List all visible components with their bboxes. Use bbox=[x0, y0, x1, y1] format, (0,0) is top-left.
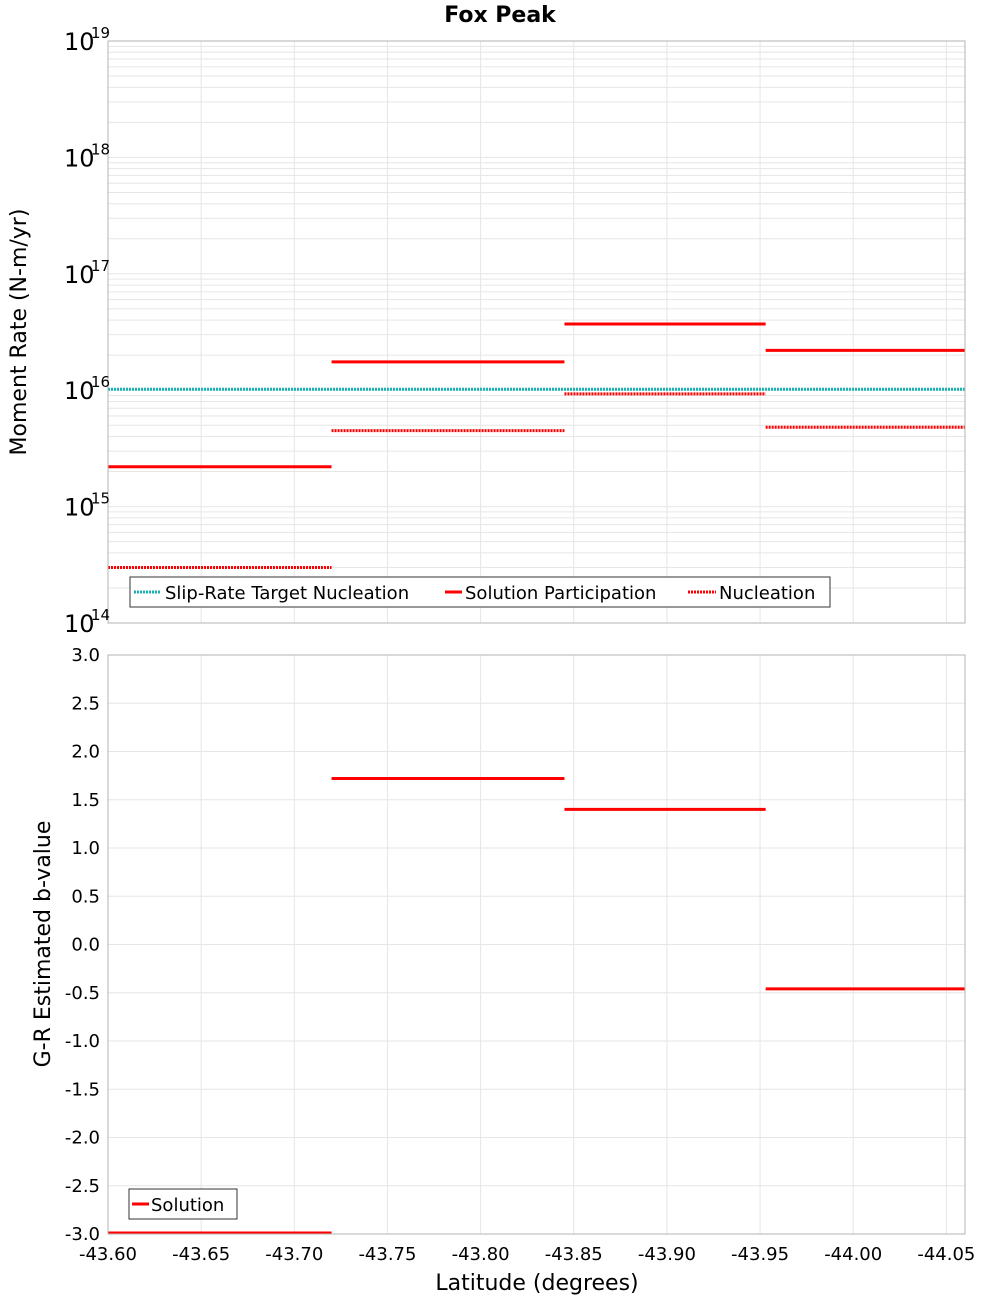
bottom-y-tick-label: 2.5 bbox=[71, 693, 100, 714]
bottom-y-tick-label: -3.0 bbox=[65, 1224, 100, 1245]
top-y-tick-exponent: 17 bbox=[91, 257, 110, 275]
top-y-tick-label: 10 bbox=[64, 144, 95, 172]
bottom-y-tick-label: -2.5 bbox=[65, 1176, 100, 1197]
top-y-tick-exponent: 14 bbox=[91, 606, 110, 624]
bottom-y-tick-label: -1.5 bbox=[65, 1079, 100, 1100]
x-tick-label: -43.65 bbox=[172, 1244, 230, 1265]
top-y-tick-exponent: 15 bbox=[91, 490, 110, 508]
x-tick-label: -43.60 bbox=[79, 1244, 137, 1265]
top-legend: Slip-Rate Target Nucleation Solution Par… bbox=[129, 576, 831, 608]
x-ticks: -43.60 -43.65 -43.70 -43.75 -43.80 -43.85 -43.… bbox=[79, 1244, 975, 1265]
top-y-tick-exponent: 18 bbox=[91, 140, 110, 158]
top-y-tick-exponent: 16 bbox=[91, 373, 110, 391]
top-y-tick-label: 10 bbox=[64, 28, 95, 56]
top-y-tick-label: 10 bbox=[64, 377, 95, 405]
x-tick-label: -43.80 bbox=[452, 1244, 510, 1265]
legend-solution-participation-label: Solution Participation bbox=[465, 583, 656, 604]
legend-nucleation-label: Nucleation bbox=[719, 583, 815, 604]
bottom-panel: -3.0 -2.5 -2.0 -1.5 -1.0 -0.5 0.0 0.5 1.0 1.5 2.0 2… bbox=[31, 645, 975, 1296]
chart-title: Fox Peak bbox=[444, 3, 557, 28]
top-y-tick-label: 10 bbox=[64, 494, 95, 522]
top-y-tick-label: 10 bbox=[64, 610, 95, 638]
bottom-y-tick-label: -1.0 bbox=[65, 1031, 100, 1052]
x-tick-label: -44.05 bbox=[917, 1244, 975, 1265]
bottom-y-axis-label: G-R Estimated b-value bbox=[31, 821, 56, 1068]
x-tick-label: -43.95 bbox=[731, 1244, 789, 1265]
top-y-tick-exponent: 19 bbox=[91, 24, 110, 42]
bottom-y-tick-label: 1.5 bbox=[71, 790, 100, 811]
x-tick-label: -43.75 bbox=[358, 1244, 416, 1265]
x-tick-label: -43.70 bbox=[265, 1244, 323, 1265]
x-tick-label: -44.00 bbox=[824, 1244, 882, 1265]
bottom-legend: Solution bbox=[128, 1188, 238, 1220]
bottom-frame bbox=[107, 654, 966, 1235]
bottom-y-tick-label: -2.0 bbox=[65, 1128, 100, 1149]
legend-solution-label: Solution bbox=[151, 1195, 224, 1216]
x-tick-label: -43.90 bbox=[638, 1244, 696, 1265]
top-y-axis-label: Moment Rate (N-m/yr) bbox=[7, 209, 32, 456]
top-frame bbox=[107, 40, 966, 624]
bottom-y-tick-label: 2.0 bbox=[71, 742, 100, 763]
top-y-tick-label: 10 bbox=[64, 261, 95, 289]
x-tick-label: -43.85 bbox=[545, 1244, 603, 1265]
legend-target-label: Slip-Rate Target Nucleation bbox=[165, 583, 409, 604]
bottom-y-tick-label: 1.0 bbox=[71, 838, 100, 859]
bottom-y-tick-label: -0.5 bbox=[65, 983, 100, 1004]
bottom-y-tick-label: 3.0 bbox=[71, 645, 100, 666]
bottom-y-tick-label: 0.5 bbox=[71, 886, 100, 907]
bottom-y-tick-label: 0.0 bbox=[71, 935, 100, 956]
x-axis-label: Latitude (degrees) bbox=[435, 1271, 638, 1296]
bottom-series bbox=[108, 777, 965, 1235]
bottom-y-ticks: -3.0 -2.5 -2.0 -1.5 -1.0 -0.5 0.0 0.5 1.0 1.5 2.0 2… bbox=[65, 645, 100, 1245]
top-series bbox=[108, 322, 965, 569]
